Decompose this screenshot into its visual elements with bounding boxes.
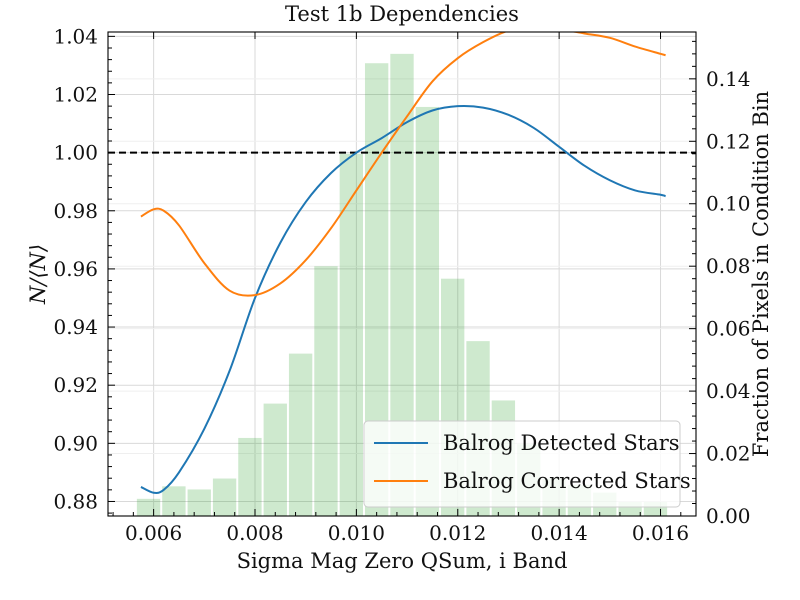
y2-axis-title: Fraction of Pixels in Condition Bin	[749, 91, 773, 457]
y-axis-title: N/⟨N⟩	[26, 244, 50, 305]
y-tick-label: 0.98	[53, 199, 98, 223]
plot-frame	[107, 31, 697, 517]
y-tick-label: 1.00	[53, 141, 98, 165]
histogram-bar	[136, 498, 161, 516]
chart-title: Test 1b Dependencies	[285, 2, 519, 26]
histogram-bar	[238, 437, 262, 516]
y-tick-label: 0.94	[53, 315, 98, 339]
y2-tick-label: 0.02	[706, 442, 751, 466]
y-tick-label: 0.88	[53, 489, 98, 513]
y2-tick-label: 0.14	[706, 67, 751, 91]
y-tick-label: 1.04	[53, 24, 98, 48]
series-lines	[140, 32, 666, 494]
histogram-bar	[339, 153, 363, 516]
series-line-corrected	[140, 32, 666, 297]
histogram-bar	[415, 106, 440, 517]
axis-ticks: 0.006 0.008 0.010 0.012 0.014 0.016 0.88 0.90 0.…	[53, 24, 750, 545]
y2-tick-label: 0.06	[706, 317, 751, 341]
grid	[108, 32, 696, 517]
histogram-bar	[364, 63, 389, 517]
legend-label-detected: Balrog Detected Stars	[443, 431, 680, 455]
histogram-bar	[187, 489, 211, 516]
y2-tick-label: 0.10	[706, 192, 751, 216]
histogram-bar	[390, 53, 414, 516]
series-line-detected	[140, 104, 666, 494]
y-tick-label: 0.96	[53, 257, 98, 281]
x-tick-label: 0.012	[429, 521, 486, 545]
y2-tick-label: 0.08	[706, 254, 751, 278]
y-tick-label: 1.02	[53, 82, 98, 106]
legend: Balrog Detected Stars Balrog Corrected S…	[363, 420, 691, 508]
x-tick-label: 0.010	[328, 521, 385, 545]
y-tick-label: 0.90	[53, 431, 98, 455]
x-tick-label: 0.006	[125, 521, 182, 545]
histogram-bar	[288, 353, 313, 516]
x-axis-title: Sigma Mag Zero QSum, i Band	[237, 549, 568, 573]
histogram-bar	[212, 478, 237, 516]
x-tick-label: 0.014	[531, 521, 588, 545]
histogram-bar	[263, 403, 287, 516]
y2-tick-label: 0.12	[706, 129, 751, 153]
histogram-bar	[314, 266, 338, 516]
legend-box	[363, 420, 681, 508]
legend-label-corrected: Balrog Corrected Stars	[443, 469, 691, 493]
histogram-bar	[162, 486, 186, 516]
y-tick-label: 0.92	[53, 373, 98, 397]
y2-tick-label: 0.00	[706, 504, 751, 528]
x-tick-label: 0.016	[632, 521, 689, 545]
y2-tick-label: 0.04	[706, 379, 751, 403]
x-tick-label: 0.008	[226, 521, 283, 545]
